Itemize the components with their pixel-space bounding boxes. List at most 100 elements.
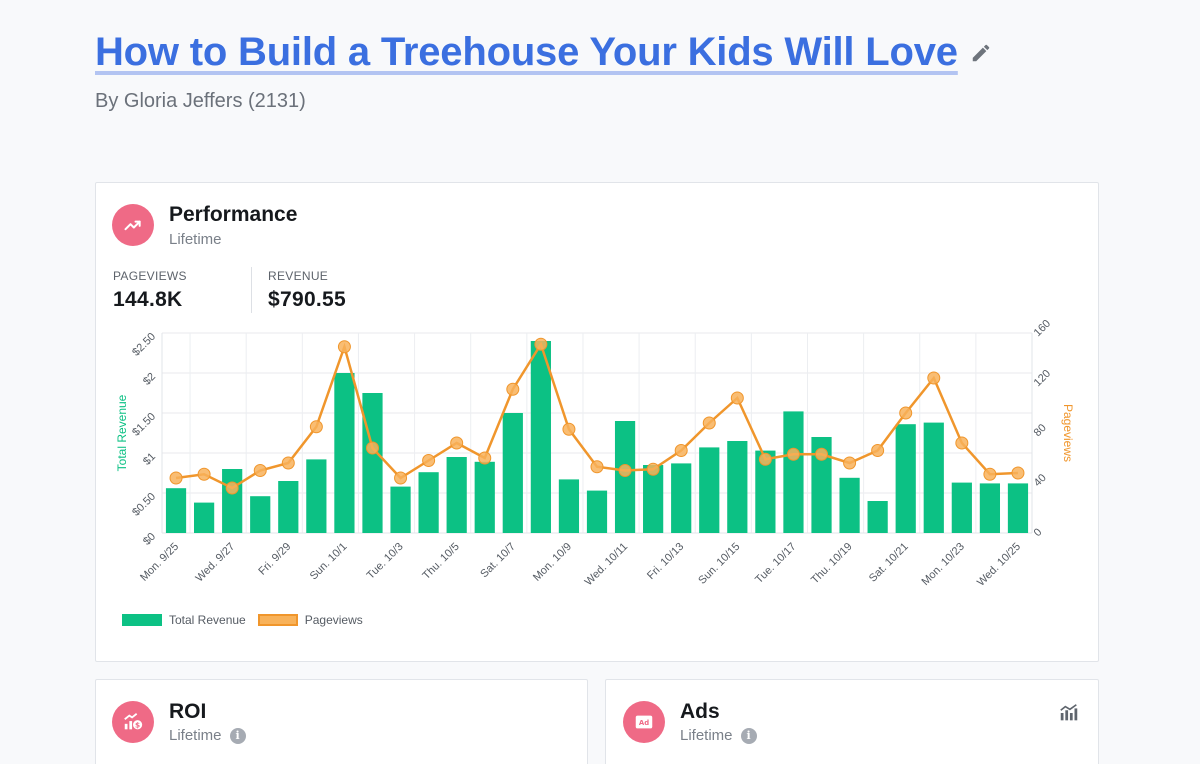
ad-icon-label: Ad xyxy=(639,719,649,727)
pageviews-label: PAGEVIEWS xyxy=(113,269,187,283)
revenue-bar xyxy=(811,437,832,533)
revenue-bar xyxy=(193,502,215,533)
right-axis-tick-label: 80 xyxy=(1032,422,1049,439)
revenue-bar xyxy=(558,479,580,533)
x-axis-tick-label: Wed. 10/11 xyxy=(583,541,631,589)
revenue-bar xyxy=(165,488,187,533)
performance-subtitle: Lifetime xyxy=(169,231,222,248)
roi-card: $ ROI Lifetime i xyxy=(95,679,588,764)
pageviews-point xyxy=(871,444,885,457)
roi-growth-icon: $ xyxy=(112,701,154,743)
pageviews-point xyxy=(899,406,913,420)
performance-card: Performance Lifetime PAGEVIEWS 144.8K RE… xyxy=(95,182,1099,662)
x-axis-tick-label: Thu. 10/5 xyxy=(420,541,461,582)
revenue-bar xyxy=(362,393,383,533)
revenue-bar xyxy=(727,441,748,533)
performance-title: Performance xyxy=(169,203,298,226)
revenue-bar xyxy=(530,341,551,533)
ads-card: Ad Ads Lifetime i xyxy=(605,679,1099,764)
pageviews-point xyxy=(590,460,604,474)
legend-item-pageviews[interactable]: Pageviews xyxy=(257,613,363,627)
pageviews-point xyxy=(843,456,857,470)
revenue-bar xyxy=(334,373,355,533)
revenue-bar xyxy=(643,465,664,533)
legend-swatch-pageviews xyxy=(257,614,298,626)
pageviews-point xyxy=(618,464,632,477)
x-axis-tick-label: Sat. 10/7 xyxy=(478,541,518,581)
revenue-bar xyxy=(783,411,804,533)
revenue-bar xyxy=(1007,483,1029,533)
x-axis-tick-label: Fri. 9/29 xyxy=(256,541,293,578)
pageviews-point xyxy=(309,420,323,434)
pageviews-point xyxy=(646,462,660,476)
pageviews-point xyxy=(1011,466,1025,480)
revenue-bar xyxy=(839,477,860,533)
pencil-icon[interactable] xyxy=(970,42,992,64)
pageviews-point xyxy=(758,452,772,466)
revenue-bar xyxy=(755,450,776,533)
x-axis-tick-label: Tue. 10/3 xyxy=(365,541,406,582)
revenue-label: REVENUE xyxy=(268,269,329,283)
pageviews-point xyxy=(674,444,688,457)
x-axis-tick-label: Mon. 9/25 xyxy=(138,541,181,584)
revenue-bar xyxy=(895,424,916,533)
legend-swatch-revenue xyxy=(122,614,162,626)
pageviews-point xyxy=(225,481,239,495)
pageviews-point xyxy=(365,441,379,455)
bar-chart-icon[interactable] xyxy=(1058,702,1080,724)
svg-text:$: $ xyxy=(135,721,140,730)
page-title[interactable]: How to Build a Treehouse Your Kids Will … xyxy=(95,30,958,74)
revenue-bar xyxy=(923,422,944,533)
x-axis-tick-label: Thu. 10/19 xyxy=(809,541,855,587)
revenue-value: $790.55 xyxy=(268,288,347,311)
info-icon[interactable]: i xyxy=(229,727,246,744)
revenue-bar xyxy=(250,496,271,533)
pageviews-point xyxy=(955,436,969,450)
pageviews-point xyxy=(478,451,492,465)
x-axis-tick-label: Sun. 10/1 xyxy=(308,541,350,583)
roi-subtitle: Lifetime xyxy=(169,727,222,744)
x-axis-tick-label: Mon. 10/9 xyxy=(531,541,574,584)
pageviews-point xyxy=(281,456,295,470)
pageviews-point xyxy=(422,454,436,467)
pageviews-point xyxy=(786,447,800,461)
revenue-bar xyxy=(671,463,692,533)
pageviews-stat: PAGEVIEWS 144.8K xyxy=(113,269,187,312)
left-axis-tick-label: $1 xyxy=(141,451,158,468)
legend-item-revenue[interactable]: Total Revenue xyxy=(122,613,246,627)
right-axis-tick-label: 160 xyxy=(1032,318,1053,339)
pageviews-point xyxy=(197,467,211,481)
ad-icon: Ad xyxy=(623,701,665,743)
pageviews-point xyxy=(815,447,829,461)
revenue-bar xyxy=(222,469,243,533)
roi-subtitle-row: Lifetime i xyxy=(169,727,246,744)
pageviews-point xyxy=(506,382,520,396)
stat-divider xyxy=(251,267,252,313)
pageviews-point xyxy=(450,436,464,450)
revenue-bar xyxy=(474,461,495,533)
right-axis-tick-label: 0 xyxy=(1032,526,1045,539)
pageviews-value: 144.8K xyxy=(113,288,183,311)
revenue-bar xyxy=(278,481,299,533)
info-icon[interactable]: i xyxy=(740,727,757,744)
left-axis-title: Total Revenue xyxy=(115,394,129,471)
revenue-bar xyxy=(446,457,467,533)
legend-label-pageviews: Pageviews xyxy=(304,613,363,627)
revenue-bar xyxy=(979,483,1001,533)
pageviews-point xyxy=(562,422,576,436)
pageviews-point xyxy=(730,391,744,405)
revenue-bar xyxy=(699,447,720,533)
left-axis-tick-label: $2.50 xyxy=(130,331,158,359)
pageviews-point xyxy=(394,471,408,485)
legend-label-revenue: Total Revenue xyxy=(169,613,246,627)
ads-title: Ads xyxy=(680,700,720,723)
byline: By Gloria Jeffers (2131) xyxy=(95,90,306,112)
x-axis-tick-label: Wed. 10/25 xyxy=(975,541,1023,589)
x-axis-tick-label: Tue. 10/17 xyxy=(753,541,798,586)
trending-up-icon xyxy=(112,204,154,246)
x-axis-tick-label: Sun. 10/15 xyxy=(696,541,742,587)
revenue-bar xyxy=(586,490,608,533)
left-axis-tick-label: $1.50 xyxy=(130,411,158,439)
revenue-stat: REVENUE $790.55 xyxy=(268,269,346,312)
pageviews-point xyxy=(169,471,183,485)
